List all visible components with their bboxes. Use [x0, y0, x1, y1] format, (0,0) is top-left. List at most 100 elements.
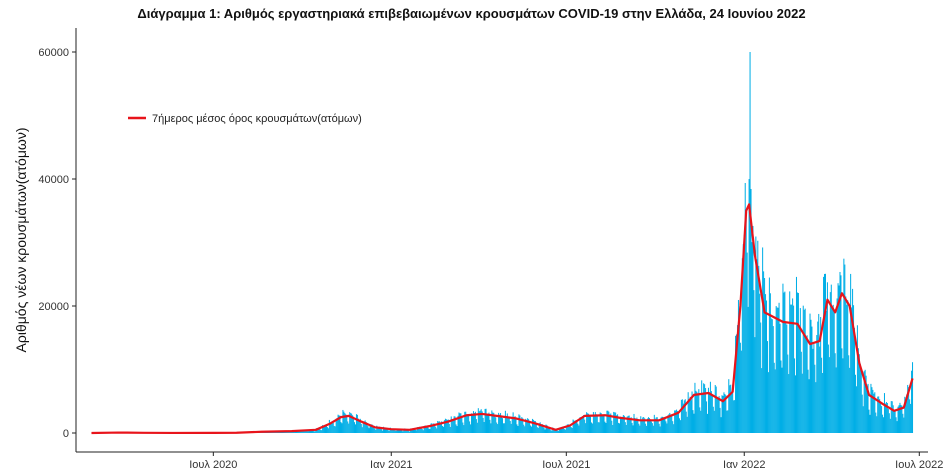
- daily-case-bar: [535, 422, 537, 433]
- daily-case-bar: [616, 415, 618, 433]
- daily-case-bar: [340, 422, 342, 433]
- daily-case-bar: [444, 418, 446, 433]
- daily-case-bar: [695, 390, 697, 433]
- daily-case-bar: [593, 414, 595, 433]
- daily-case-bar: [561, 426, 563, 433]
- daily-case-bar: [545, 424, 547, 433]
- daily-case-bar: [486, 413, 488, 433]
- daily-case-bar: [658, 423, 660, 433]
- daily-cases-bars: [91, 52, 914, 433]
- daily-case-bar: [864, 369, 866, 433]
- daily-case-bar: [686, 416, 688, 433]
- daily-case-bar: [484, 408, 486, 433]
- daily-case-bar: [901, 405, 903, 433]
- daily-case-bar: [599, 412, 601, 433]
- daily-case-bar: [360, 423, 362, 433]
- daily-case-bar: [447, 419, 449, 433]
- daily-case-bar: [498, 412, 500, 433]
- daily-case-bar: [799, 308, 801, 433]
- daily-case-bar: [831, 306, 833, 433]
- daily-case-bar: [635, 419, 637, 433]
- daily-case-bar: [329, 423, 331, 433]
- daily-case-bar: [811, 326, 813, 433]
- daily-case-bar: [906, 394, 908, 433]
- daily-case-bar: [812, 348, 814, 433]
- daily-case-bar: [402, 431, 404, 433]
- daily-case-bar: [495, 417, 497, 433]
- daily-case-bar: [780, 360, 782, 433]
- daily-case-bar: [879, 399, 881, 433]
- daily-case-bar: [709, 381, 711, 433]
- daily-case-bar: [654, 418, 656, 433]
- daily-case-bar: [524, 426, 526, 433]
- daily-case-bar: [474, 411, 476, 433]
- daily-case-bar: [293, 431, 295, 433]
- daily-case-bar: [683, 400, 685, 433]
- daily-case-bar: [597, 422, 599, 433]
- daily-case-bar: [481, 411, 483, 433]
- daily-case-bar: [325, 425, 327, 433]
- daily-case-bar: [321, 430, 323, 433]
- daily-case-bar: [406, 429, 408, 433]
- daily-case-bar: [827, 344, 829, 433]
- daily-case-bar: [663, 419, 665, 433]
- daily-case-bar: [312, 429, 314, 433]
- daily-case-bar: [839, 271, 841, 433]
- daily-case-bar: [623, 415, 625, 433]
- daily-case-bar: [618, 422, 620, 433]
- daily-case-bar: [395, 430, 397, 433]
- daily-case-bar: [867, 383, 869, 433]
- daily-case-bar: [737, 299, 739, 433]
- daily-case-bar: [855, 386, 857, 433]
- daily-case-bar: [388, 430, 390, 433]
- daily-case-bar: [273, 432, 275, 433]
- daily-case-bar: [399, 429, 401, 433]
- daily-case-bar: [347, 421, 349, 433]
- daily-case-bar: [785, 322, 787, 433]
- daily-case-bar: [852, 288, 854, 433]
- daily-case-bar: [526, 419, 528, 433]
- daily-case-bar: [372, 426, 374, 433]
- daily-case-bar: [544, 429, 546, 433]
- daily-case-bar: [828, 357, 830, 433]
- daily-case-bar: [430, 423, 432, 433]
- daily-case-bar: [853, 305, 855, 433]
- daily-case-bar: [378, 427, 380, 433]
- daily-case-bar: [353, 416, 355, 433]
- daily-case-bar: [895, 417, 897, 433]
- daily-case-bar: [466, 414, 468, 433]
- daily-case-bar: [299, 431, 301, 433]
- daily-case-bar: [668, 414, 670, 433]
- daily-case-bar: [871, 387, 873, 433]
- daily-case-bar: [497, 424, 499, 433]
- daily-case-bar: [569, 425, 571, 433]
- daily-case-bar: [376, 425, 378, 433]
- daily-case-bar: [514, 416, 516, 433]
- daily-case-bar: [584, 419, 586, 433]
- daily-case-bar: [823, 276, 825, 433]
- daily-case-bar: [790, 304, 792, 433]
- daily-case-bar: [872, 389, 874, 433]
- daily-case-bar: [604, 421, 606, 433]
- daily-case-bar: [343, 411, 345, 433]
- daily-case-bar: [460, 413, 462, 433]
- daily-case-bar: [748, 179, 750, 433]
- daily-case-bar: [842, 358, 844, 433]
- daily-case-bar: [869, 414, 871, 433]
- daily-case-bar: [666, 423, 668, 433]
- daily-case-bar: [501, 416, 503, 433]
- daily-case-bar: [547, 427, 549, 433]
- daily-case-bar: [786, 324, 788, 433]
- daily-case-bar: [334, 426, 336, 433]
- daily-case-bar: [433, 423, 435, 433]
- daily-case-bar: [696, 391, 698, 433]
- daily-case-bar: [324, 425, 326, 433]
- daily-case-bar: [357, 418, 359, 433]
- daily-case-bar: [423, 426, 425, 433]
- daily-case-bar: [620, 417, 622, 433]
- daily-case-bar: [866, 390, 868, 433]
- daily-case-bar: [585, 423, 587, 433]
- daily-case-bar: [595, 414, 597, 433]
- daily-case-bar: [550, 430, 552, 433]
- daily-case-bar: [571, 428, 573, 433]
